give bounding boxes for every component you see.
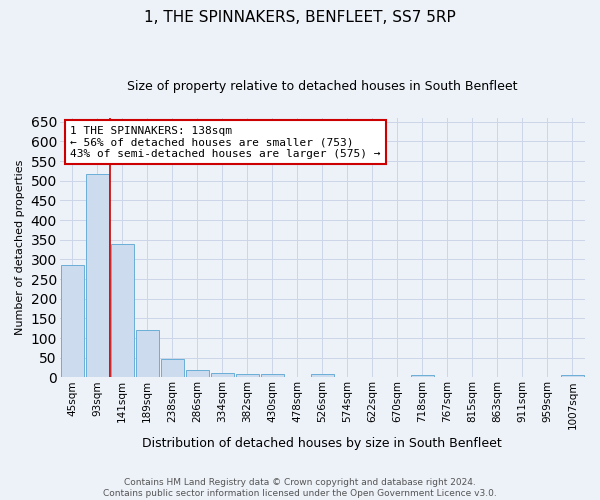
Bar [311, 374, 334, 378]
X-axis label: Distribution of detached houses by size in South Benfleet: Distribution of detached houses by size … [142, 437, 502, 450]
Bar [86, 174, 109, 378]
Title: Size of property relative to detached houses in South Benfleet: Size of property relative to detached ho… [127, 80, 518, 93]
Text: 1 THE SPINNAKERS: 138sqm
← 56% of detached houses are smaller (753)
43% of semi-: 1 THE SPINNAKERS: 138sqm ← 56% of detach… [70, 126, 381, 159]
Bar [561, 376, 584, 378]
Bar [136, 330, 159, 378]
Text: Contains HM Land Registry data © Crown copyright and database right 2024.
Contai: Contains HM Land Registry data © Crown c… [103, 478, 497, 498]
Bar [211, 374, 234, 378]
Bar [161, 358, 184, 378]
Text: 1, THE SPINNAKERS, BENFLEET, SS7 5RP: 1, THE SPINNAKERS, BENFLEET, SS7 5RP [144, 10, 456, 25]
Bar [261, 374, 284, 378]
Bar [111, 244, 134, 378]
Bar [186, 370, 209, 378]
Y-axis label: Number of detached properties: Number of detached properties [15, 160, 25, 336]
Bar [236, 374, 259, 378]
Bar [411, 376, 434, 378]
Bar [61, 266, 84, 378]
